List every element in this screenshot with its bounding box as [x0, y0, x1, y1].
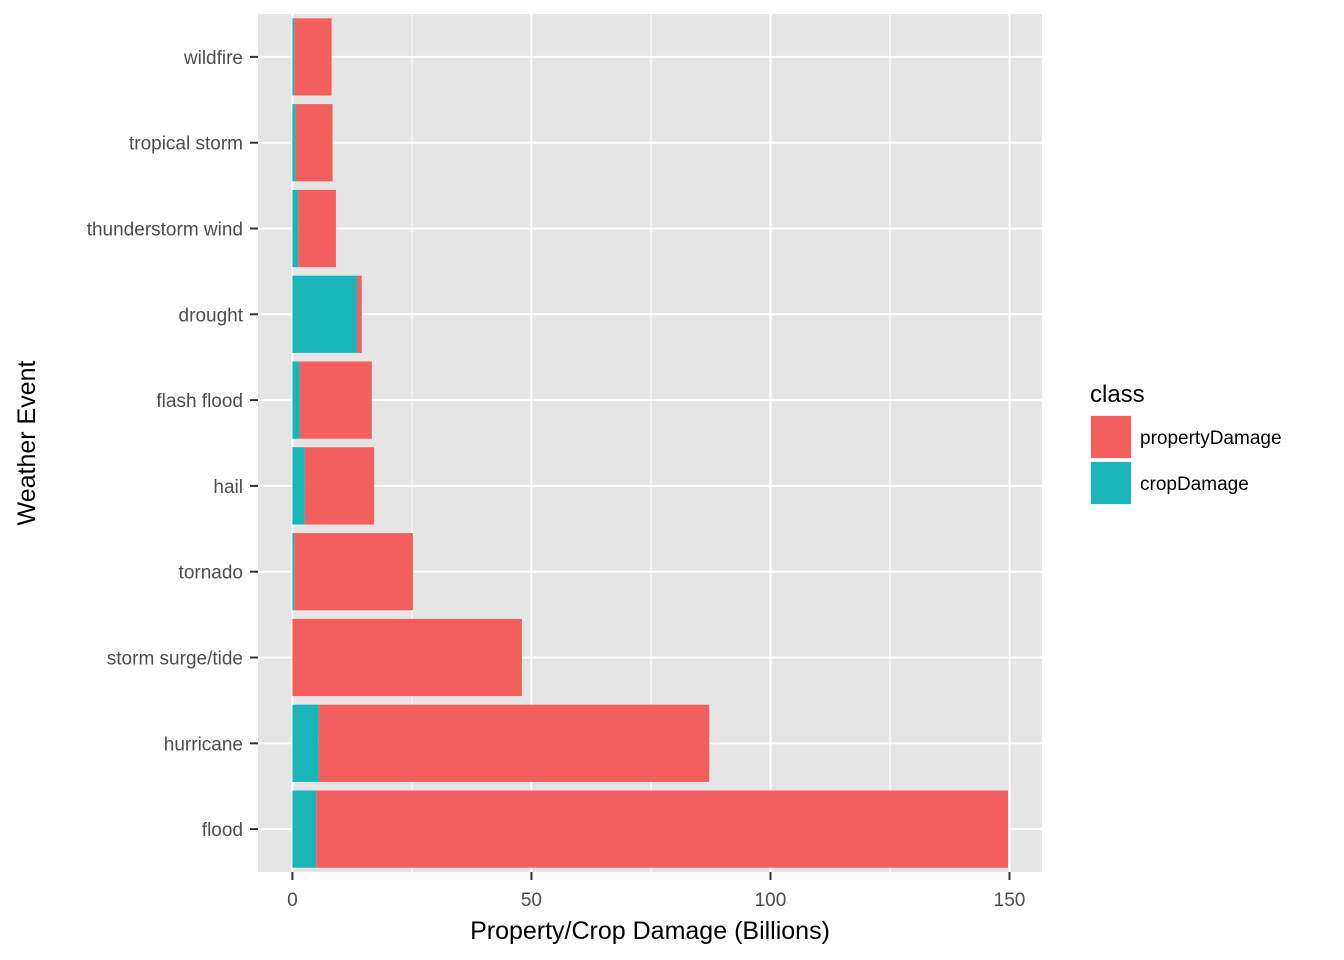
y-tick-label: drought [179, 305, 244, 326]
y-tick-label: hail [213, 477, 243, 498]
bar-cropDamage-tornado [292, 533, 295, 611]
bar-propertyDamage-drought [356, 275, 362, 353]
legend-swatch-cropDamage [1091, 462, 1131, 504]
bar-cropDamage-drought [292, 275, 357, 353]
x-tick-label: 0 [287, 890, 298, 911]
x-tick-label: 100 [755, 890, 787, 911]
y-tick-label: wildfire [183, 48, 243, 69]
legend-swatch-propertyDamage [1091, 416, 1131, 458]
y-tick-label: flood [202, 820, 243, 841]
bar-propertyDamage-tornado [294, 533, 413, 611]
bars [292, 18, 1009, 868]
x-axis-title: Property/Crop Damage (Billions) [470, 917, 830, 945]
legend-label-cropDamage: cropDamage [1140, 474, 1249, 495]
x-axis: 0 50 100 150 [287, 872, 1025, 911]
y-tick-label: storm surge/tide [107, 649, 243, 670]
legend-title: class [1090, 381, 1145, 408]
bar-cropDamage-tropical-storm [292, 104, 296, 182]
bar-cropDamage-flood [292, 790, 317, 868]
bar-propertyDamage-storm-surge-tide [292, 618, 522, 697]
x-tick-label: 150 [994, 890, 1026, 911]
bar-cropDamage-thunderstorm-wind [292, 189, 299, 268]
y-tick-label: tropical storm [129, 134, 243, 155]
y-tick-label: thunderstorm wind [87, 220, 243, 241]
bar-propertyDamage-hail [304, 447, 375, 525]
bar-propertyDamage-wildfire [294, 18, 332, 96]
y-tick-label: tornado [179, 563, 243, 584]
y-axis-title: Weather Event [13, 360, 41, 525]
bar-propertyDamage-thunderstorm-wind [298, 189, 336, 268]
bar-propertyDamage-hurricane [318, 704, 710, 782]
bar-cropDamage-hurricane [292, 704, 319, 782]
bar-cropDamage-hail [292, 447, 305, 525]
bar-propertyDamage-tropical-storm [295, 104, 333, 182]
y-tick-label: flash flood [156, 391, 243, 412]
bar-cropDamage-wildfire [292, 18, 295, 96]
y-axis: flood hurricane storm surge/tide tornado hai… [87, 48, 258, 841]
legend: class propertyDamage cropDamage [1090, 381, 1282, 505]
bar-propertyDamage-flash-flood [299, 361, 372, 439]
legend-label-propertyDamage: propertyDamage [1140, 428, 1282, 449]
y-tick-label: hurricane [164, 734, 243, 755]
bar-propertyDamage-flood [316, 790, 1009, 868]
x-tick-label: 50 [521, 890, 542, 911]
bar-cropDamage-flash-flood [292, 361, 300, 439]
